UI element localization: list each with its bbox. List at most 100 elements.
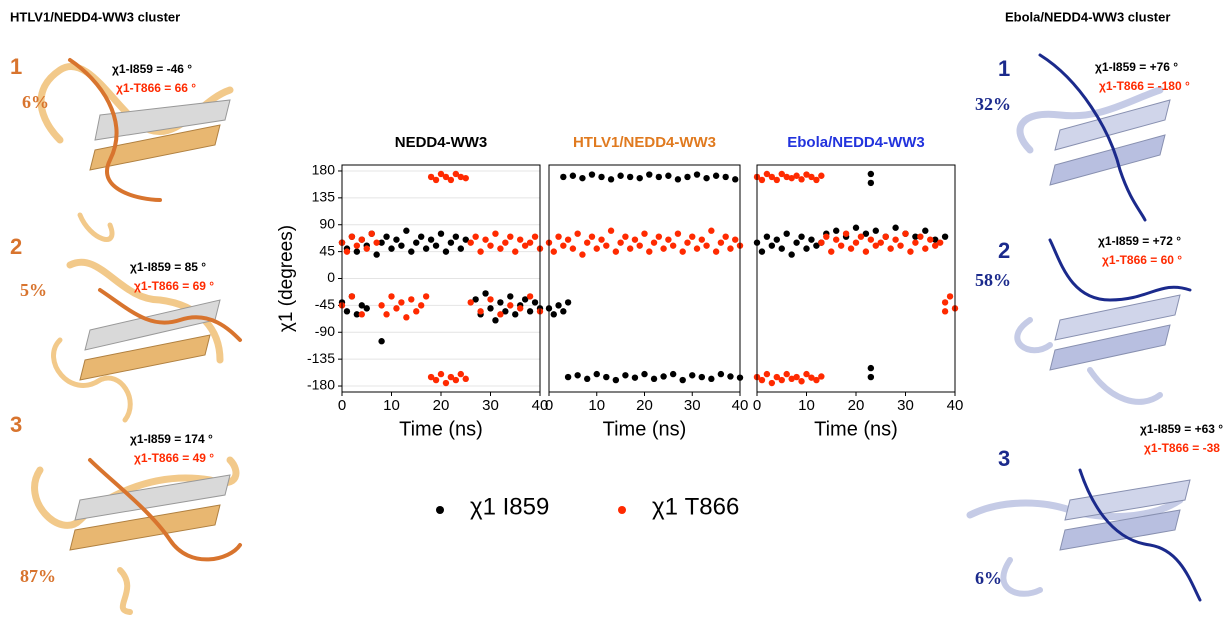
x-axis-label: Time (ns) [814, 418, 898, 440]
x-tick-label: 40 [947, 397, 964, 414]
protein-left-3 [31, 456, 242, 615]
point [603, 242, 610, 249]
point [665, 236, 672, 243]
point [758, 176, 766, 184]
point [588, 233, 596, 240]
x-tick-label: 30 [482, 397, 499, 414]
point [693, 171, 701, 178]
point [698, 236, 705, 243]
point [689, 233, 696, 240]
point [852, 239, 860, 246]
right-title: Ebola/NEDD4-WW3 cluster [1005, 9, 1170, 24]
point [492, 230, 499, 237]
plot-frame [341, 164, 541, 393]
point [378, 302, 385, 309]
chi-t866: χ1-T866 = -180 ° [1099, 79, 1190, 93]
chi-i859: χ1-I859 = +72 ° [1098, 234, 1181, 248]
point [452, 170, 460, 178]
point [497, 245, 504, 252]
point [502, 239, 509, 246]
point [482, 290, 489, 297]
point [447, 373, 455, 381]
point [941, 299, 949, 306]
x-tick-label: 20 [848, 397, 865, 414]
point [778, 376, 785, 384]
y-tick-label: -180 [307, 377, 335, 393]
x-tick-label: 20 [433, 397, 450, 414]
point [660, 245, 667, 252]
point [727, 373, 734, 380]
point [892, 236, 899, 243]
protein-right-2 [1014, 238, 1192, 405]
x-tick-label: 0 [338, 397, 346, 414]
cluster-number: 1 [10, 54, 22, 79]
point [813, 176, 820, 184]
point [862, 248, 870, 255]
point [472, 233, 479, 240]
cluster-percent: 58% [975, 270, 1011, 290]
point [778, 170, 785, 178]
point [564, 299, 572, 306]
plot-frame [548, 164, 741, 393]
point [622, 372, 629, 379]
point [569, 172, 577, 179]
point [477, 308, 484, 315]
point [798, 378, 805, 385]
point [712, 172, 720, 179]
y-tick-label: -90 [315, 323, 335, 339]
point [778, 245, 785, 252]
point [684, 239, 691, 246]
chi-i859: χ1-I859 = 85 ° [130, 260, 206, 274]
point [803, 171, 810, 178]
x-tick-label: 0 [545, 397, 553, 414]
chi-t866: χ1-T866 = 69 ° [134, 279, 214, 293]
point [917, 233, 924, 240]
cluster-percent: 5% [20, 280, 47, 300]
chi-t866: χ1-T866 = 49 ° [134, 451, 214, 465]
point [823, 233, 830, 240]
point [732, 236, 739, 243]
protein-right-1 [1016, 53, 1171, 222]
point [603, 373, 610, 381]
point [626, 245, 634, 252]
point [872, 242, 879, 249]
point [768, 379, 776, 387]
point [636, 242, 643, 249]
point [373, 251, 380, 258]
point [607, 227, 615, 234]
cluster-number: 2 [998, 238, 1010, 263]
point [867, 364, 875, 372]
point [373, 239, 380, 246]
point [689, 372, 696, 379]
point [674, 230, 682, 237]
point [922, 227, 929, 234]
point [877, 239, 884, 246]
point [946, 293, 954, 300]
legend-label: χ1 I859 [470, 493, 549, 520]
point [487, 305, 494, 312]
point [432, 176, 440, 184]
point [472, 296, 479, 303]
chi-t866: χ1-T866 = 60 ° [1102, 253, 1182, 267]
point [383, 233, 390, 240]
point [788, 375, 795, 383]
chi-i859: χ1-I859 = +63 ° [1140, 422, 1223, 436]
point [348, 293, 356, 300]
point [907, 248, 914, 255]
point [684, 173, 691, 181]
point [793, 172, 800, 179]
point [531, 299, 539, 306]
point [636, 174, 643, 182]
point [763, 170, 771, 178]
point [413, 308, 420, 315]
cluster-percent: 6% [22, 92, 49, 112]
point [763, 370, 771, 378]
chi-i859: χ1-I859 = -46 ° [112, 62, 192, 76]
point [398, 242, 405, 249]
point [626, 173, 634, 181]
chi-t866: χ1-T866 = -38 ° [1144, 441, 1223, 455]
point [650, 239, 658, 246]
point [646, 171, 653, 178]
chart-title: NEDD4-WW3 [395, 134, 488, 151]
point [579, 251, 586, 258]
